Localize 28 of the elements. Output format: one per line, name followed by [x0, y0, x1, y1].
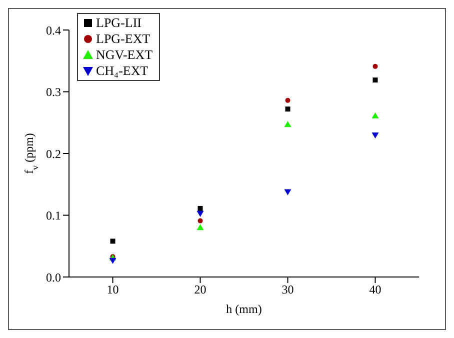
point [198, 206, 203, 211]
point [110, 238, 116, 244]
point [196, 210, 204, 217]
point [285, 106, 290, 112]
y-tick-label: 0.2 [46, 146, 61, 161]
x-tick-label: 20 [194, 282, 206, 297]
point [109, 258, 116, 264]
point [372, 132, 379, 138]
point [372, 112, 379, 118]
point [198, 218, 203, 224]
point [196, 224, 204, 230]
point [372, 78, 378, 83]
x-tick-label: 10 [106, 282, 119, 297]
y-tick-label: 0.3 [46, 85, 61, 100]
legend-label: LPG-EXT [96, 31, 150, 47]
legend-label: CH₄-EXT [96, 63, 148, 79]
point [372, 64, 378, 69]
point [285, 98, 290, 103]
legend-label: NGV-EXT [96, 47, 153, 63]
legend-label: LPG-LII [96, 15, 142, 31]
y-tick-label: 0.1 [46, 208, 61, 223]
y-tick-label: 0.4 [46, 23, 61, 38]
point [284, 189, 292, 196]
x-tick-label: 40 [369, 282, 382, 297]
y-tick-label: 0.0 [46, 270, 61, 284]
x-tick-label: 30 [282, 282, 294, 297]
point [284, 120, 292, 127]
x-axis-title: h (mm) [226, 302, 262, 316]
